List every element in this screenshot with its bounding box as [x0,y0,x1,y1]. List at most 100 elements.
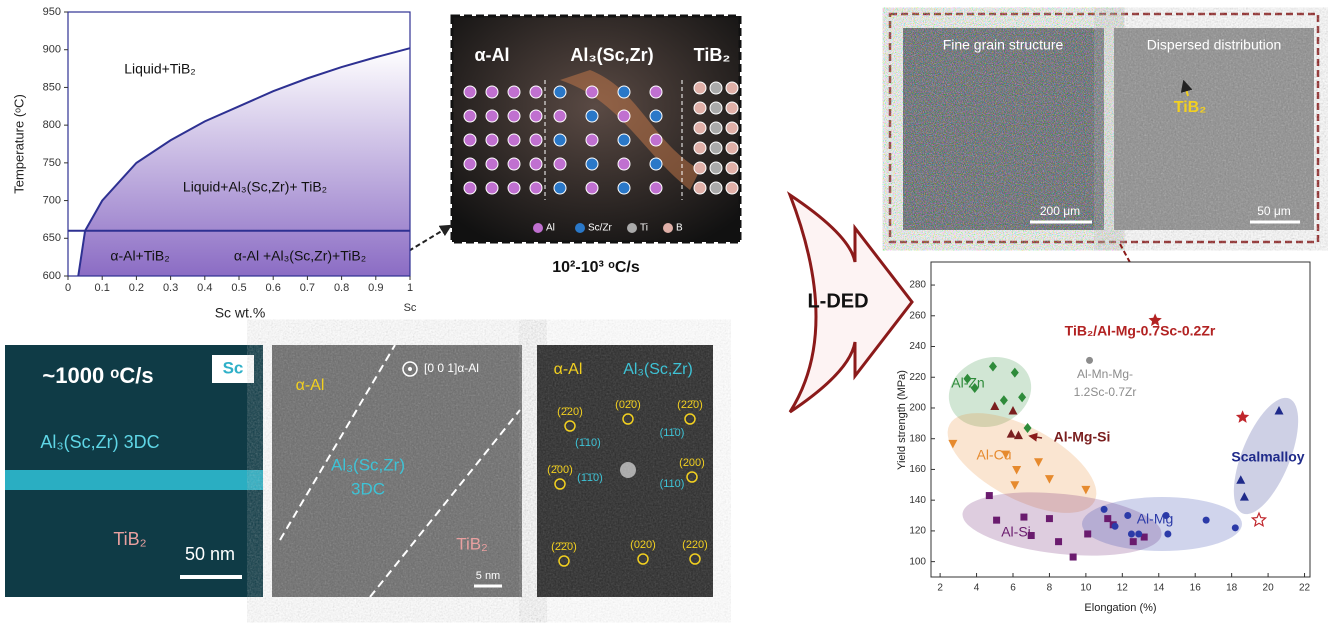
diffraction-index: (2̄00) [547,464,573,476]
atom [508,182,520,194]
atom [710,122,722,134]
atom [586,86,598,98]
atom [694,122,706,134]
atom [726,162,738,174]
atom [486,110,498,122]
atom [530,86,542,98]
atom [464,134,476,146]
point [1135,530,1142,537]
region-label: Liquid+Al₃(Sc,Zr)+ TiB₂ [183,179,327,195]
element-tag: Sc [223,358,244,377]
process-label: L-DED [807,290,868,312]
y-tick-label: 120 [909,526,926,537]
atom [650,182,662,194]
diffraction-index: (22̄0) [677,399,703,411]
group-label: Al-Mn-Mg- [1077,367,1133,381]
scale-label: 50 μm [1257,204,1291,218]
atom [486,86,498,98]
point [1070,554,1077,561]
sc-band [5,470,263,490]
x-tick-label: 16 [1190,583,1202,594]
atom [586,134,598,146]
atom [726,182,738,194]
phase-label: Al₃(Sc,Zr) 3DC [40,432,159,452]
point [1203,517,1210,524]
y-tick-label: 650 [43,232,61,244]
region-label: Liquid+TiB₂ [124,61,195,77]
y-tick-label: 260 [909,310,926,321]
x-tick-label: 1 [407,282,413,294]
atom [464,110,476,122]
scale-label: 50 nm [185,544,235,564]
legend-label: Sc/Zr [588,223,613,234]
group-label: 1.2Sc-0.7Zr [1074,385,1137,399]
micrograph-title: Fine grain structure [943,37,1064,53]
x-tick-label: 22 [1299,583,1311,594]
x-tick-label: 0 [65,282,71,294]
diffraction-index: (200) [679,457,705,469]
atom [710,102,722,114]
y-tick-label: 600 [43,270,61,282]
point [1055,538,1062,545]
y-tick-label: 750 [43,157,61,169]
point [1101,506,1108,513]
atom [486,182,498,194]
micrograph-title: Dispersed distribution [1147,37,1282,53]
atom [726,102,738,114]
atom [554,110,566,122]
point [1128,530,1135,537]
region-label: α-Al+TiB₂ [110,248,169,264]
point [993,517,1000,524]
central-spot [620,462,636,478]
y-axis-title: Temperature (ᵒC) [11,94,26,194]
point [1232,524,1239,531]
diffraction-index: (1̄1̄0) [577,472,603,484]
atom [530,182,542,194]
atom [530,158,542,170]
atom [694,82,706,94]
scale-label: 5 nm [476,570,500,582]
y-tick-label: 950 [43,6,61,18]
atom [726,82,738,94]
diffraction-index: (2̄20) [557,406,583,418]
y-tick-label: 850 [43,81,61,93]
atom [710,182,722,194]
phase-label: TiB₂ [456,534,487,553]
x-tick-label: 0.7 [300,282,315,294]
y-tick-label: 220 [909,372,926,383]
liquidus-area [78,48,410,276]
point [1130,538,1137,545]
atom [650,158,662,170]
atom [650,110,662,122]
atom [694,102,706,114]
legend-label: Al [546,223,555,234]
x-axis-title: Elongation (%) [1084,602,1156,614]
x-tick-label: 0.6 [266,282,281,294]
diffraction-index: (02̄0) [615,399,641,411]
point [1020,514,1027,521]
ebsd-texture [903,28,1104,230]
phase-label: 3DC [351,479,385,498]
atom [694,142,706,154]
phase-label: α-Al [554,361,583,378]
y-tick-label: 900 [43,44,61,56]
atom [554,134,566,146]
zone-symbol [408,367,412,371]
x-tick-label: 0.4 [197,282,212,294]
x-tick-label: 4 [974,583,980,594]
y-tick-label: 100 [909,556,926,567]
x-tick-label: 0.9 [368,282,383,294]
x-tick-label: 0.3 [163,282,178,294]
point [1084,530,1091,537]
y-tick-label: 700 [43,194,61,206]
cooling-rate: ~1000 ᵒC/s [42,363,153,388]
point [1104,515,1111,522]
x-tick-label: 0.2 [129,282,144,294]
phase-label: α-Al [474,45,509,65]
diffraction-index: (110) [660,478,685,490]
point [986,492,993,499]
diffraction-index: (1̄10) [575,437,601,449]
atom [694,182,706,194]
phase-label: Al₃(Sc,Zr) [623,361,693,378]
y-axis-title: Yield strength (MPa) [896,370,908,470]
